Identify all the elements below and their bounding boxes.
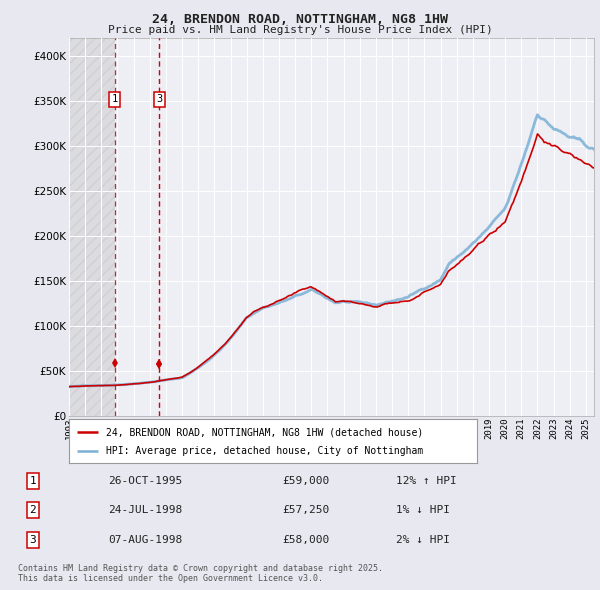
Text: Contains HM Land Registry data © Crown copyright and database right 2025.
This d: Contains HM Land Registry data © Crown c… [18, 563, 383, 583]
Text: 1% ↓ HPI: 1% ↓ HPI [396, 506, 450, 515]
Text: 1: 1 [112, 94, 118, 104]
Text: 24, BRENDON ROAD, NOTTINGHAM, NG8 1HW: 24, BRENDON ROAD, NOTTINGHAM, NG8 1HW [152, 13, 448, 26]
Text: HPI: Average price, detached house, City of Nottingham: HPI: Average price, detached house, City… [106, 446, 423, 455]
Text: 2% ↓ HPI: 2% ↓ HPI [396, 535, 450, 545]
Text: 3: 3 [29, 535, 37, 545]
Text: 24-JUL-1998: 24-JUL-1998 [108, 506, 182, 515]
Text: 12% ↑ HPI: 12% ↑ HPI [396, 476, 457, 486]
Text: 07-AUG-1998: 07-AUG-1998 [108, 535, 182, 545]
Text: £59,000: £59,000 [282, 476, 329, 486]
Text: £58,000: £58,000 [282, 535, 329, 545]
Text: 1: 1 [29, 476, 37, 486]
Bar [69, 38, 115, 416]
Text: 26-OCT-1995: 26-OCT-1995 [108, 476, 182, 486]
Text: £57,250: £57,250 [282, 506, 329, 515]
Text: 24, BRENDON ROAD, NOTTINGHAM, NG8 1HW (detached house): 24, BRENDON ROAD, NOTTINGHAM, NG8 1HW (d… [106, 427, 423, 437]
Text: 3: 3 [157, 94, 163, 104]
Text: Price paid vs. HM Land Registry's House Price Index (HPI): Price paid vs. HM Land Registry's House … [107, 25, 493, 35]
Text: 2: 2 [29, 506, 37, 515]
